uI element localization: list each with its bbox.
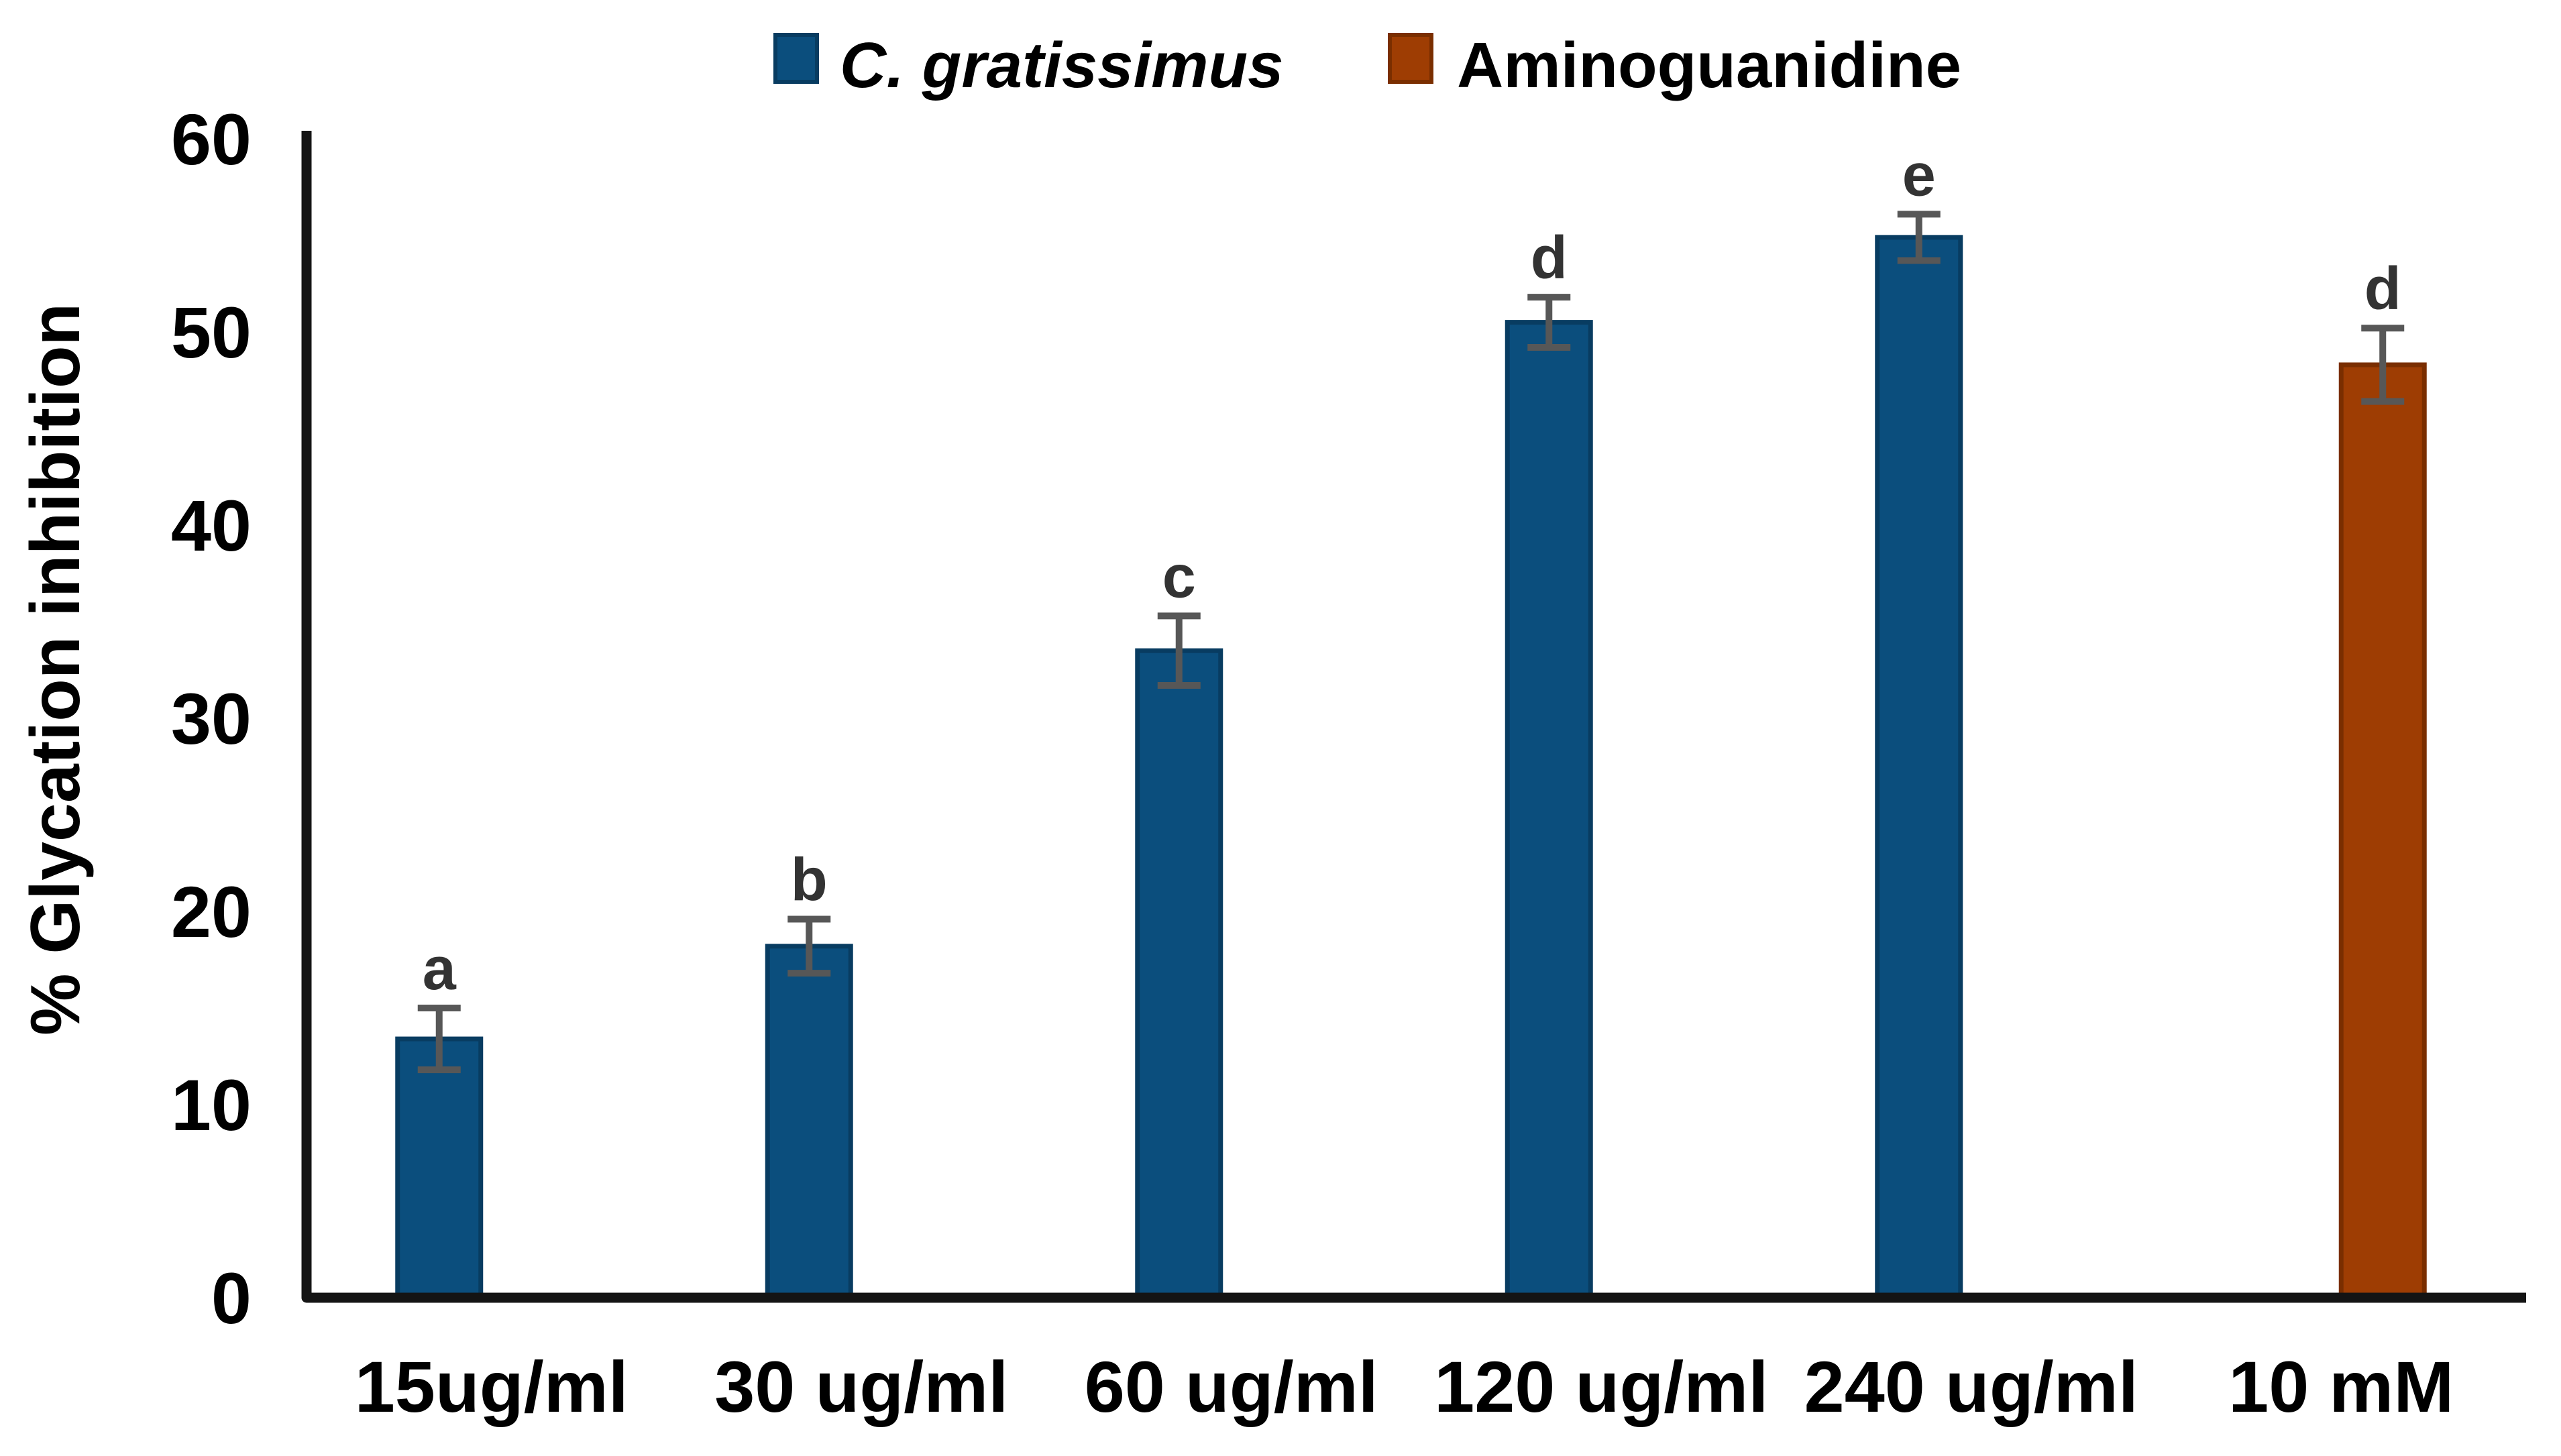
y-tick-label-40: 40: [171, 485, 252, 566]
y-tick-label-60: 60: [171, 99, 252, 180]
legend-swatch-c-gratissimus: [773, 33, 819, 84]
significance-letter-10-mm: d: [2364, 256, 2401, 323]
x-category-label-60-ug-ml: 60 ug/ml: [1085, 1346, 1378, 1427]
y-tick-label-10: 10: [171, 1064, 252, 1145]
legend-label-aminoguanidine: Aminoguanidine: [1457, 30, 1961, 101]
axis-lines: [301, 131, 2526, 1303]
legend-label-c-gratissimus: C. gratissimus: [840, 30, 1284, 101]
y-tick-label-30: 30: [171, 678, 252, 759]
bar-30-ug-ml: [765, 944, 853, 1300]
x-category-label-120-ug-ml: 120 ug/ml: [1434, 1346, 1768, 1427]
bar-10-mm: [2338, 362, 2427, 1300]
y-axis-title: % Glycation inhibition: [17, 303, 95, 1035]
bar-120-ug-ml: [1505, 320, 1593, 1300]
significance-letter-15ug-ml: a: [423, 936, 457, 1003]
significance-letter-60-ug-ml: c: [1162, 543, 1196, 610]
y-tick-label-50: 50: [171, 292, 252, 373]
legend: C. gratissimus Aminoguanidine: [773, 30, 1961, 101]
x-category-label-15ug-ml: 15ug/ml: [355, 1346, 629, 1427]
y-tick-label-20: 20: [171, 871, 252, 952]
bar-15ug-ml: [395, 1036, 484, 1300]
bar-240-ug-ml: [1875, 235, 1963, 1300]
significance-letter-120-ug-ml: d: [1531, 225, 1568, 292]
bar-60-ug-ml: [1135, 648, 1223, 1300]
plot-area: 0 10 20 30 40 50 60 a b c d e d 15ug/ml 30 ug/ml 60 ug/…: [171, 99, 2526, 1427]
significance-letter-30-ug-ml: b: [791, 847, 828, 914]
x-category-label-240-ug-ml: 240 ug/ml: [1804, 1346, 2138, 1427]
significance-letter-240-ug-ml: e: [1902, 142, 1936, 209]
x-category-label-10-mm: 10 mM: [2228, 1346, 2454, 1427]
x-category-label-30-ug-ml: 30 ug/ml: [714, 1346, 1008, 1427]
y-tick-label-0: 0: [211, 1257, 252, 1339]
legend-swatch-aminoguanidine: [1388, 33, 1433, 84]
